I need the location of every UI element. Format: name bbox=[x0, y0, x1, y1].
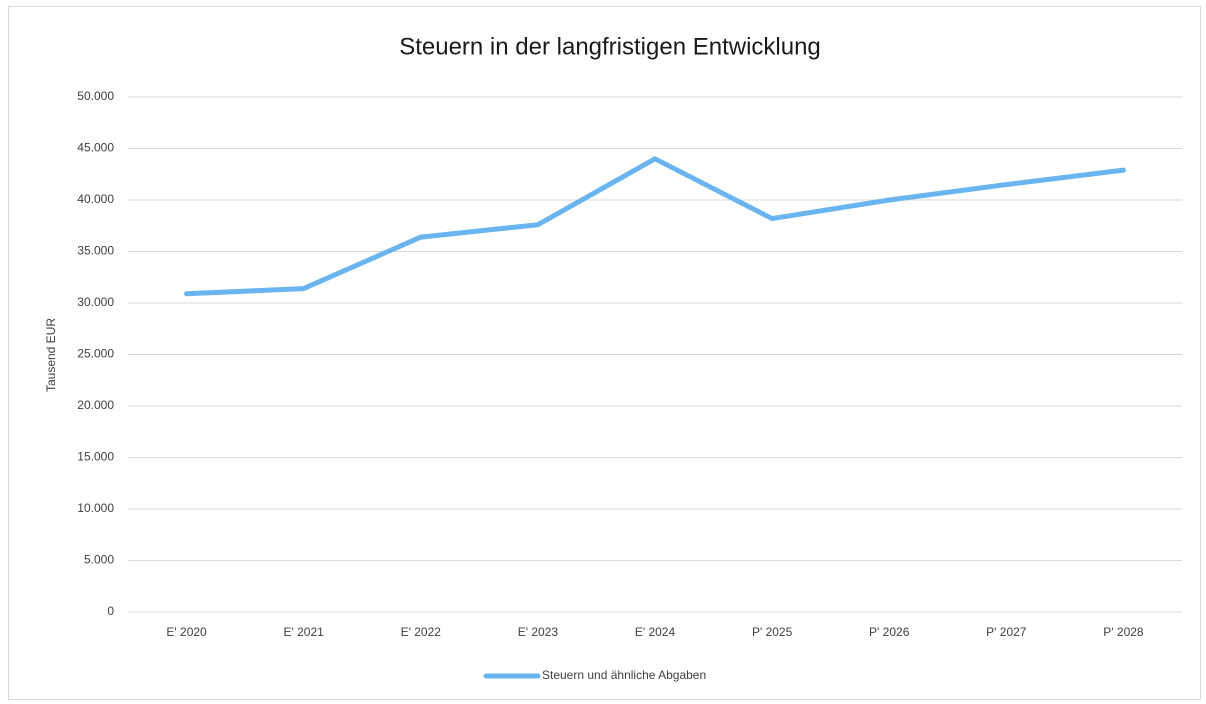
line-series bbox=[184, 156, 1126, 297]
y-tick-label: 30.000 bbox=[77, 295, 114, 309]
x-tick-label: E' 2020 bbox=[166, 625, 207, 639]
x-tick-label: P' 2026 bbox=[869, 625, 910, 639]
chart-border bbox=[8, 6, 1201, 700]
chart-title: Steuern in der langfristigen Entwicklung bbox=[399, 33, 821, 60]
y-tick-label: 50.000 bbox=[77, 89, 114, 103]
y-tick-label: 25.000 bbox=[77, 347, 114, 361]
y-tick-label: 45.000 bbox=[77, 141, 114, 155]
y-tick-label: 0 bbox=[107, 604, 114, 618]
y-tick-label: 5.000 bbox=[84, 553, 114, 567]
x-tick-label: P' 2028 bbox=[1103, 625, 1144, 639]
x-tick-label: P' 2025 bbox=[752, 625, 793, 639]
y-axis-label: Tausend EUR bbox=[44, 318, 58, 392]
y-tick-label: 40.000 bbox=[77, 192, 114, 206]
x-tick-label: E' 2024 bbox=[635, 625, 676, 639]
x-tick-label: E' 2022 bbox=[401, 625, 442, 639]
y-tick-label: 20.000 bbox=[77, 398, 114, 412]
legend-label: Steuern und ähnliche Abgaben bbox=[542, 668, 706, 682]
y-tick-label: 15.000 bbox=[77, 450, 114, 464]
x-tick-label: P' 2027 bbox=[986, 625, 1027, 639]
x-tick-label: E' 2021 bbox=[284, 625, 325, 639]
y-tick-label: 35.000 bbox=[77, 244, 114, 258]
y-tick-label: 10.000 bbox=[77, 501, 114, 515]
x-tick-label: E' 2023 bbox=[518, 625, 559, 639]
